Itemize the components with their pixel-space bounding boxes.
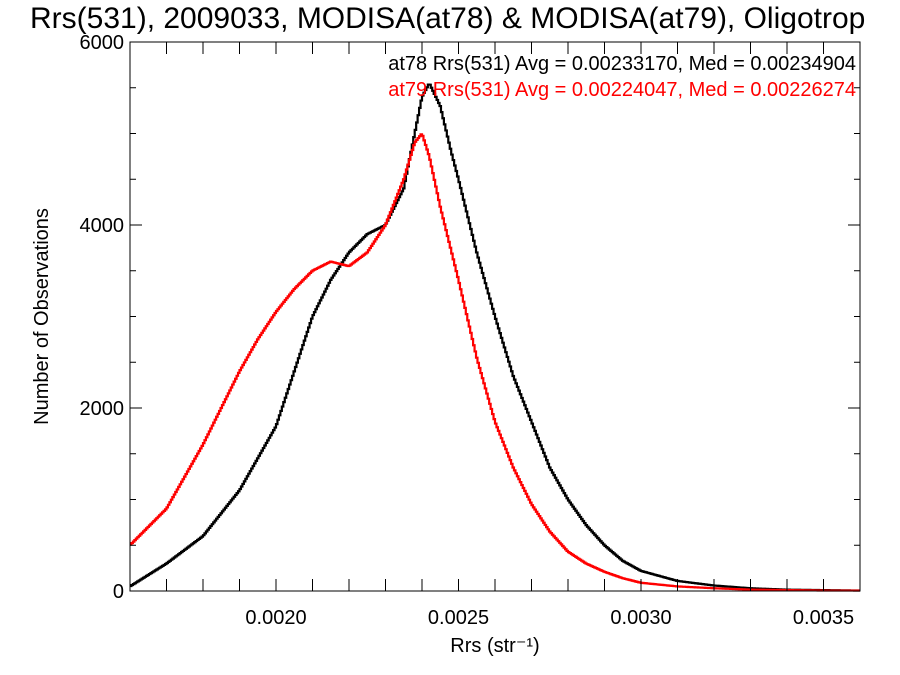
y-tick-label: 6000 (80, 32, 125, 54)
x-axis-label: Rrs (str⁻¹) (450, 635, 539, 657)
chart-title: Rrs(531), 2009033, MODISA(at78) & MODISA… (30, 2, 866, 35)
x-tick-label: 0.0025 (428, 607, 489, 629)
y-tick-label: 0 (113, 581, 124, 603)
series-0-histogram (130, 83, 860, 592)
y-axis-label: Number of Observations (31, 208, 53, 425)
y-tick-label: 2000 (80, 398, 125, 420)
x-tick-label: 0.0035 (793, 607, 854, 629)
x-tick-label: 0.0020 (245, 607, 306, 629)
stats-annotation-1: at79 Rrs(531) Avg = 0.00224047, Med = 0.… (388, 79, 856, 101)
y-tick-label: 4000 (80, 215, 125, 237)
series-1-histogram (130, 133, 860, 592)
x-tick-label: 0.0030 (610, 607, 671, 629)
stats-annotation-0: at78 Rrs(531) Avg = 0.00233170, Med = 0.… (388, 53, 856, 75)
